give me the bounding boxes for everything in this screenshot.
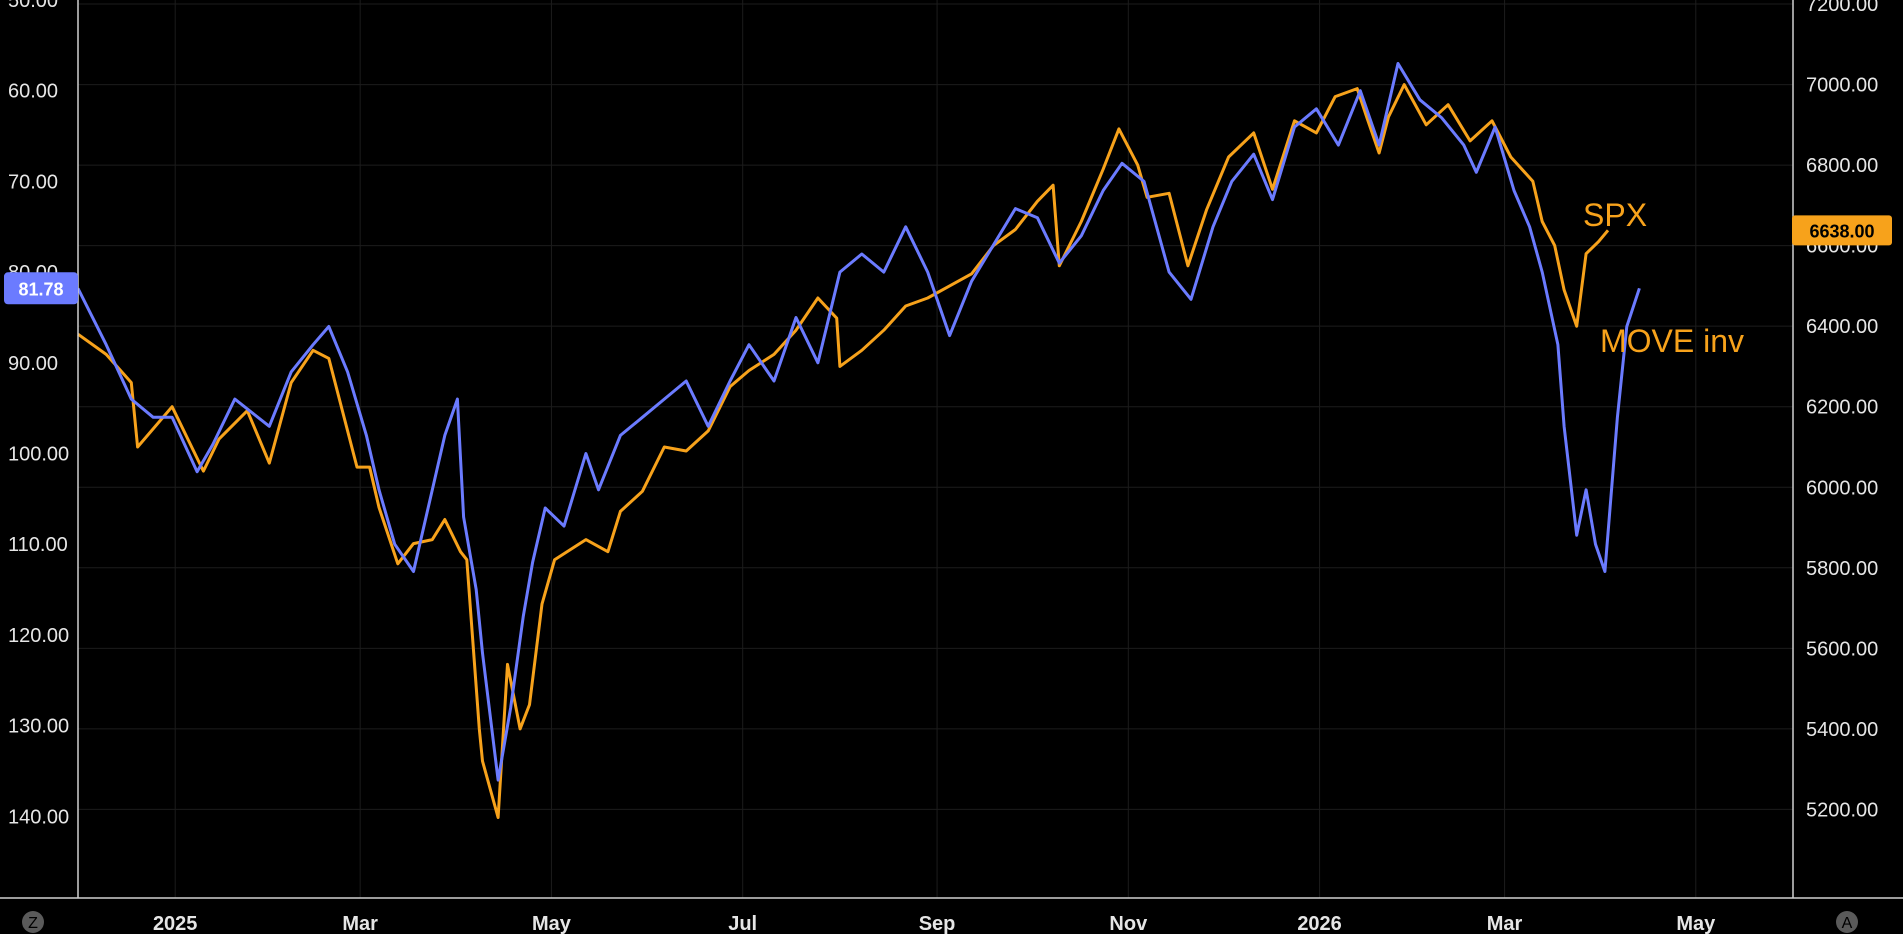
- series-label-spx: SPX: [1583, 197, 1647, 233]
- x-axis-tick-label: May: [1676, 913, 1716, 934]
- x-axis-tick-label: 2026: [1297, 913, 1342, 934]
- left-axis-tick-label: 60.00: [8, 81, 58, 103]
- left-axis-tick-label: 110.00: [8, 534, 68, 556]
- right-axis-tick-label: 6800.00: [1806, 155, 1878, 177]
- left-axis-tick-label: 100.00: [8, 444, 69, 466]
- grid-lines: [78, 0, 1793, 898]
- x-axis-tick-label: Sep: [919, 913, 956, 934]
- series-label-move-inv: MOVE inv: [1600, 323, 1744, 359]
- right-axis-tick-label: 5200.00: [1806, 799, 1878, 821]
- move-last-value-badge: [4, 272, 78, 305]
- left-corner-button-label[interactable]: Z: [28, 915, 38, 932]
- series-line-spx[interactable]: [77, 83, 1610, 819]
- move-last-value-text: 81.78: [18, 279, 63, 299]
- spx-last-value-badge: [1792, 215, 1892, 246]
- right-corner-button[interactable]: [1836, 911, 1858, 933]
- left-axis-tick-label: 140.00: [8, 806, 69, 828]
- left-axis-tick-label: 50.00: [8, 0, 58, 12]
- spx-last-value-text: 6638.00: [1809, 221, 1874, 241]
- x-axis-tick-label: Jul: [728, 913, 757, 934]
- left-axis-tick-label: 90.00: [8, 353, 58, 375]
- right-corner-button-label[interactable]: A: [1842, 915, 1853, 932]
- x-axis-tick-label: Nov: [1109, 913, 1148, 934]
- right-axis-tick-label: 7200.00: [1806, 0, 1878, 16]
- x-axis-tick-label: Mar: [342, 913, 378, 934]
- x-axis-tick-label: May: [532, 913, 572, 934]
- x-axis-tick-label: 2025: [153, 913, 198, 934]
- right-axis-tick-label: 6000.00: [1806, 477, 1878, 499]
- left-axis-tick-label: 120.00: [8, 625, 69, 647]
- series-labels: 81.78 6638.00 SPX MOVE inv Z A: [4, 197, 1892, 933]
- right-axis-tick-label: 6400.00: [1806, 316, 1878, 338]
- x-axis-tick-label: Mar: [1487, 913, 1523, 934]
- right-axis-tick-label: 5400.00: [1806, 719, 1878, 741]
- left-axis-tick-label: 70.00: [8, 171, 58, 193]
- series-line-move-inv[interactable]: [76, 62, 1641, 782]
- right-axis-tick-label: 7000.00: [1806, 75, 1878, 97]
- left-axis-tick-label: 130.00: [8, 716, 69, 738]
- left-corner-button[interactable]: [22, 911, 44, 933]
- right-axis-tick-label: 5800.00: [1806, 558, 1878, 580]
- right-axis-tick-label: 5600.00: [1806, 638, 1878, 660]
- series-lines[interactable]: [76, 62, 1641, 819]
- right-axis-tick-label: 6200.00: [1806, 397, 1878, 419]
